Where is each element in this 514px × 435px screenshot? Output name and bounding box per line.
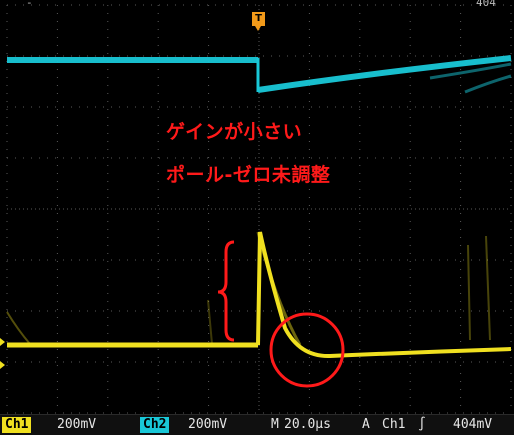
ch2-trace-ghost <box>429 62 512 80</box>
annotation-brace <box>217 240 235 342</box>
trigger-position-marker[interactable]: T <box>252 12 265 31</box>
trigger-marker-label: T <box>255 13 262 24</box>
trigger-level[interactable]: 404mV <box>453 417 493 432</box>
acquisition-mode: A <box>362 417 370 432</box>
ch2-badge[interactable]: Ch2 <box>140 417 170 433</box>
ch1-badge[interactable]: Ch1 <box>2 417 32 433</box>
ch1-level-marker-icon <box>0 361 5 369</box>
ch1-trace-ghost <box>207 299 213 345</box>
annotation-circle <box>269 312 345 388</box>
top-fragment-right: 404 <box>476 0 496 9</box>
timebase-value[interactable]: 20.0µs <box>284 417 331 432</box>
ch1-trace-pulse <box>256 231 512 359</box>
annotation-line-1: ゲインが小さい <box>166 121 303 143</box>
ch2-scale: 200mV <box>188 417 228 432</box>
graticule <box>6 4 512 414</box>
ch1-trace-ghost <box>256 231 302 346</box>
trigger-source[interactable]: Ch1 <box>382 417 406 432</box>
annotation-line-2: ポール-ゼロ未調整 <box>166 164 331 186</box>
ch1-ground-marker-icon[interactable] <box>0 338 5 346</box>
ch2-trace-ghost <box>464 74 512 94</box>
ch1-trace-ghost <box>6 311 31 345</box>
timebase-label: M <box>271 417 279 432</box>
top-fragment-left: - <box>26 0 33 9</box>
ch1-scale: 200mV <box>57 417 97 432</box>
ch1-trace-ghost <box>467 244 471 341</box>
rising-edge-icon: ∫ <box>418 417 426 432</box>
status-bar: Ch1 200mV Ch2 200mV M 20.0µs A Ch1 ∫ 404… <box>0 414 514 435</box>
ch1-trace-ghost <box>485 235 491 341</box>
ch2-trace-post <box>257 55 512 93</box>
